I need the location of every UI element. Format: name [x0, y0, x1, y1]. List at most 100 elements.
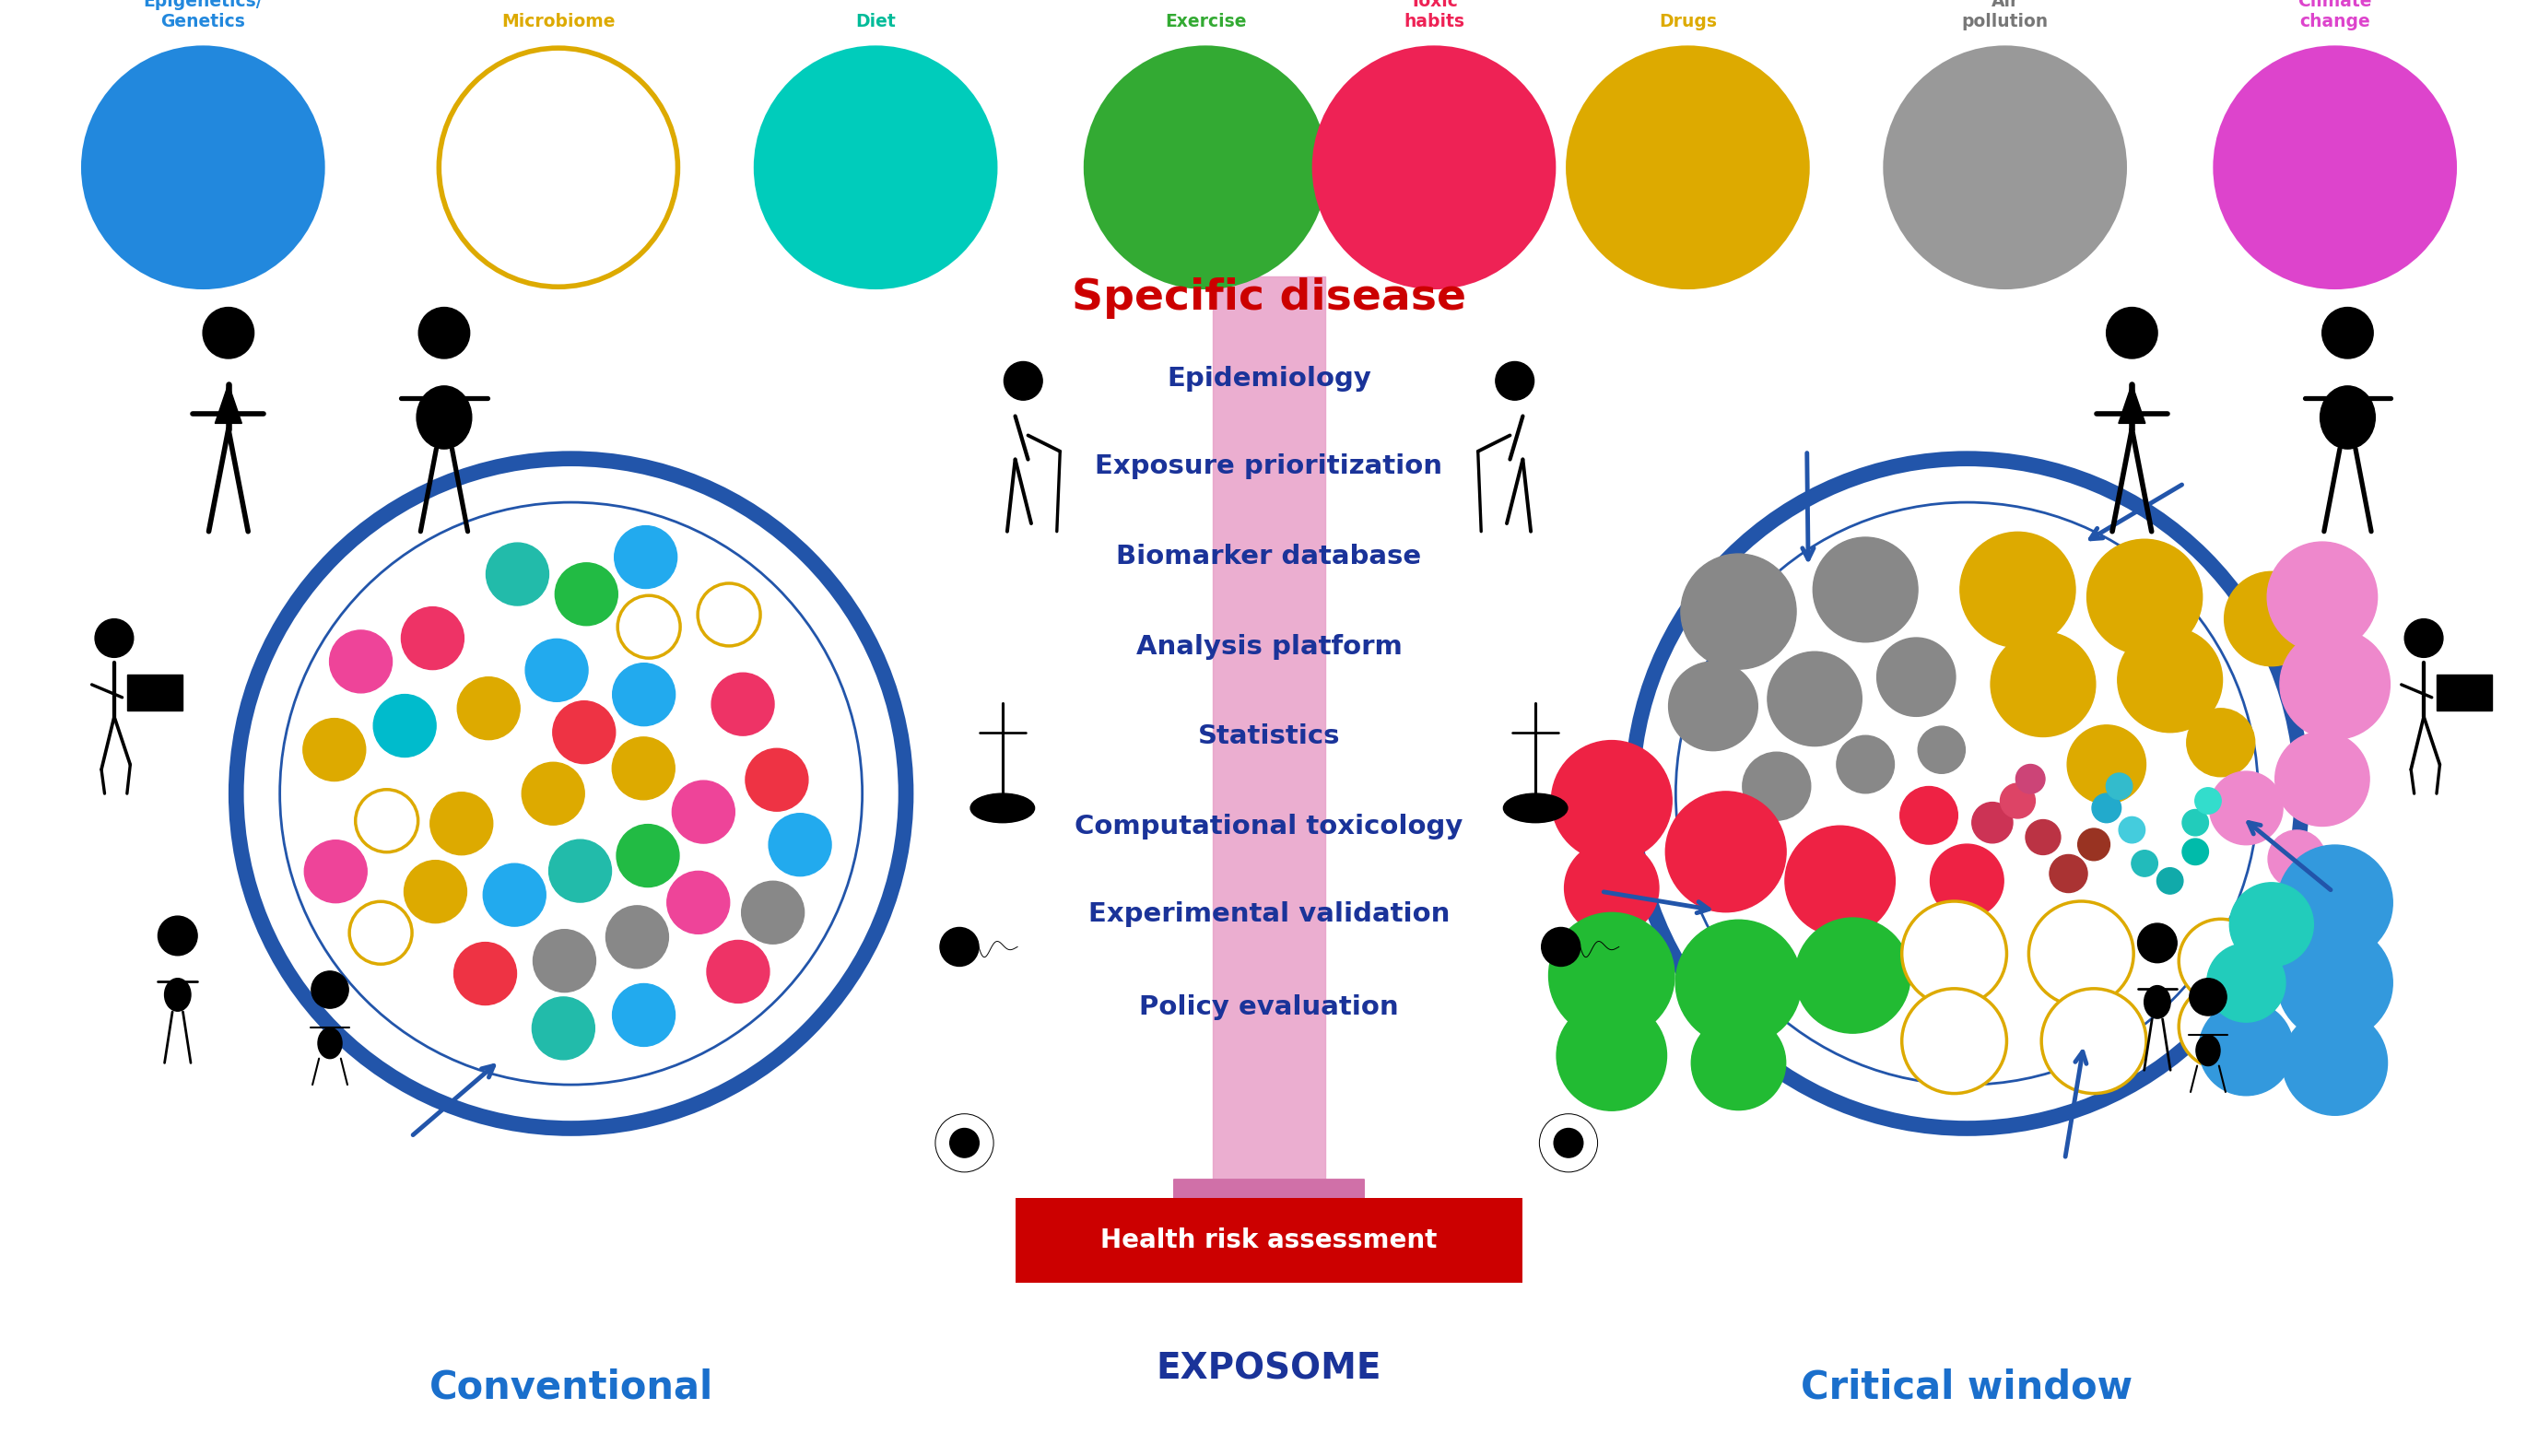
Ellipse shape: [1878, 638, 1954, 716]
Ellipse shape: [1553, 1128, 1584, 1158]
Ellipse shape: [2216, 48, 2454, 287]
Ellipse shape: [533, 929, 596, 992]
Ellipse shape: [1675, 920, 1802, 1045]
Ellipse shape: [939, 927, 980, 967]
Ellipse shape: [454, 942, 518, 1005]
Text: Microbiome: Microbiome: [503, 13, 614, 31]
Ellipse shape: [1551, 741, 1673, 860]
Text: Biomarker database: Biomarker database: [1117, 543, 1421, 569]
Polygon shape: [216, 384, 241, 424]
Ellipse shape: [431, 792, 492, 855]
Ellipse shape: [2137, 923, 2178, 962]
Ellipse shape: [1667, 661, 1759, 751]
Ellipse shape: [2277, 844, 2393, 961]
Ellipse shape: [94, 619, 135, 658]
Ellipse shape: [2277, 925, 2393, 1041]
Text: Statistics: Statistics: [1198, 724, 1340, 750]
Ellipse shape: [617, 596, 680, 658]
Ellipse shape: [203, 307, 254, 358]
Text: Analysis platform: Analysis platform: [1137, 633, 1401, 660]
Ellipse shape: [1690, 1016, 1787, 1109]
Ellipse shape: [2322, 307, 2373, 358]
Ellipse shape: [612, 984, 675, 1047]
Text: Drugs: Drugs: [1660, 13, 1716, 31]
Ellipse shape: [970, 794, 1036, 823]
Ellipse shape: [2068, 725, 2145, 804]
Ellipse shape: [2107, 307, 2157, 358]
Text: Diet: Diet: [855, 13, 896, 31]
Ellipse shape: [612, 664, 675, 727]
Ellipse shape: [1502, 794, 1568, 823]
Ellipse shape: [1901, 901, 2008, 1006]
Ellipse shape: [1315, 48, 1553, 287]
Ellipse shape: [330, 630, 393, 693]
Ellipse shape: [607, 906, 667, 968]
Ellipse shape: [2000, 783, 2035, 818]
Ellipse shape: [548, 840, 612, 903]
Ellipse shape: [949, 1128, 980, 1158]
Ellipse shape: [556, 563, 617, 626]
Ellipse shape: [746, 748, 807, 811]
Ellipse shape: [1931, 844, 2002, 917]
Text: Epidemiology: Epidemiology: [1167, 365, 1371, 392]
Ellipse shape: [1086, 48, 1325, 287]
Ellipse shape: [708, 941, 769, 1003]
Ellipse shape: [2228, 882, 2315, 967]
Ellipse shape: [2183, 839, 2208, 865]
Ellipse shape: [439, 48, 678, 287]
Text: Computational toxicology: Computational toxicology: [1074, 814, 1464, 840]
Ellipse shape: [1901, 989, 2008, 1093]
Ellipse shape: [1744, 753, 1810, 820]
Ellipse shape: [1886, 48, 2124, 287]
Ellipse shape: [2190, 978, 2226, 1016]
Ellipse shape: [1959, 531, 2076, 648]
Ellipse shape: [1495, 361, 1533, 400]
Ellipse shape: [1548, 913, 1675, 1038]
Ellipse shape: [2132, 850, 2157, 877]
Ellipse shape: [2178, 984, 2264, 1069]
Ellipse shape: [279, 502, 863, 1085]
Ellipse shape: [2188, 709, 2254, 776]
Text: Exposure prioritization: Exposure prioritization: [1096, 453, 1442, 479]
Ellipse shape: [673, 780, 736, 843]
Ellipse shape: [302, 718, 365, 780]
Ellipse shape: [373, 695, 437, 757]
Ellipse shape: [2403, 619, 2444, 658]
Ellipse shape: [2279, 629, 2391, 740]
Ellipse shape: [1812, 537, 1919, 642]
Ellipse shape: [350, 901, 411, 964]
Ellipse shape: [1556, 1000, 1667, 1111]
Ellipse shape: [305, 840, 368, 903]
Ellipse shape: [2320, 386, 2376, 448]
Ellipse shape: [617, 824, 680, 887]
Ellipse shape: [553, 700, 614, 763]
Ellipse shape: [2119, 817, 2145, 843]
Ellipse shape: [2028, 901, 2134, 1006]
Ellipse shape: [1563, 842, 1660, 935]
Ellipse shape: [2208, 943, 2284, 1022]
Text: Epigenetics/
Genetics: Epigenetics/ Genetics: [142, 0, 264, 31]
Ellipse shape: [2025, 820, 2061, 855]
Ellipse shape: [2051, 855, 2086, 893]
Ellipse shape: [2223, 572, 2320, 665]
Ellipse shape: [698, 584, 761, 646]
Ellipse shape: [667, 871, 728, 933]
Ellipse shape: [84, 48, 322, 287]
Ellipse shape: [2107, 773, 2132, 799]
Ellipse shape: [482, 863, 546, 926]
Text: Conventional: Conventional: [429, 1369, 713, 1406]
Ellipse shape: [1972, 802, 2013, 843]
Ellipse shape: [2145, 986, 2170, 1018]
Ellipse shape: [1568, 48, 1807, 287]
Ellipse shape: [457, 677, 520, 740]
Ellipse shape: [1005, 361, 1043, 400]
Ellipse shape: [157, 916, 198, 955]
Ellipse shape: [165, 978, 190, 1010]
Ellipse shape: [2178, 919, 2264, 1003]
Text: Air
pollution: Air pollution: [1962, 0, 2048, 31]
Ellipse shape: [1665, 792, 1787, 911]
Text: EXPOSOME: EXPOSOME: [1157, 1351, 1381, 1386]
Ellipse shape: [525, 639, 589, 702]
Ellipse shape: [2198, 1002, 2294, 1095]
Ellipse shape: [1990, 632, 2096, 737]
